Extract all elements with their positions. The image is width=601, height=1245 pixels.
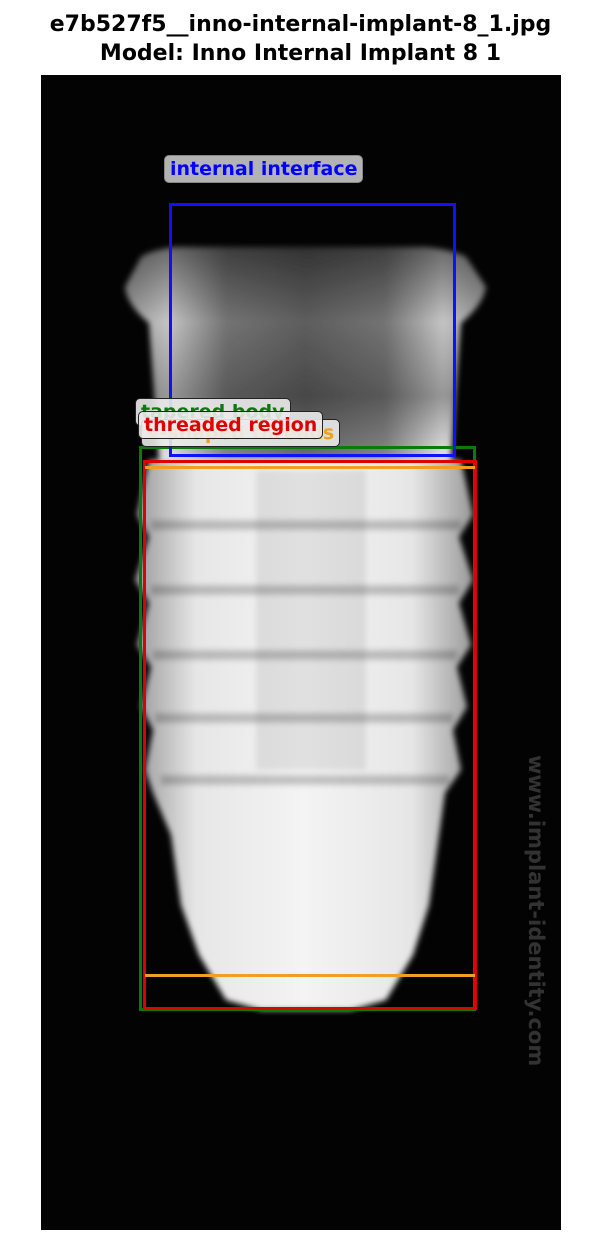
figure-title-filename: e7b527f5__inno-internal-implant-8_1.jpg xyxy=(49,12,552,37)
internal-interface-label: internal interface xyxy=(164,155,364,183)
internal-interface-box xyxy=(169,203,456,457)
threaded-region-label: threaded region xyxy=(138,411,324,439)
implant-radiograph-panel: www.implant-identity.com internal interf… xyxy=(41,75,561,1230)
watermark-text: www.implant-identity.com xyxy=(524,755,548,1066)
v-shaped-threads-box xyxy=(145,466,475,977)
figure-title-model: Model: Inno Internal Implant 8 1 xyxy=(99,41,502,66)
threaded-region-box xyxy=(143,460,477,1010)
